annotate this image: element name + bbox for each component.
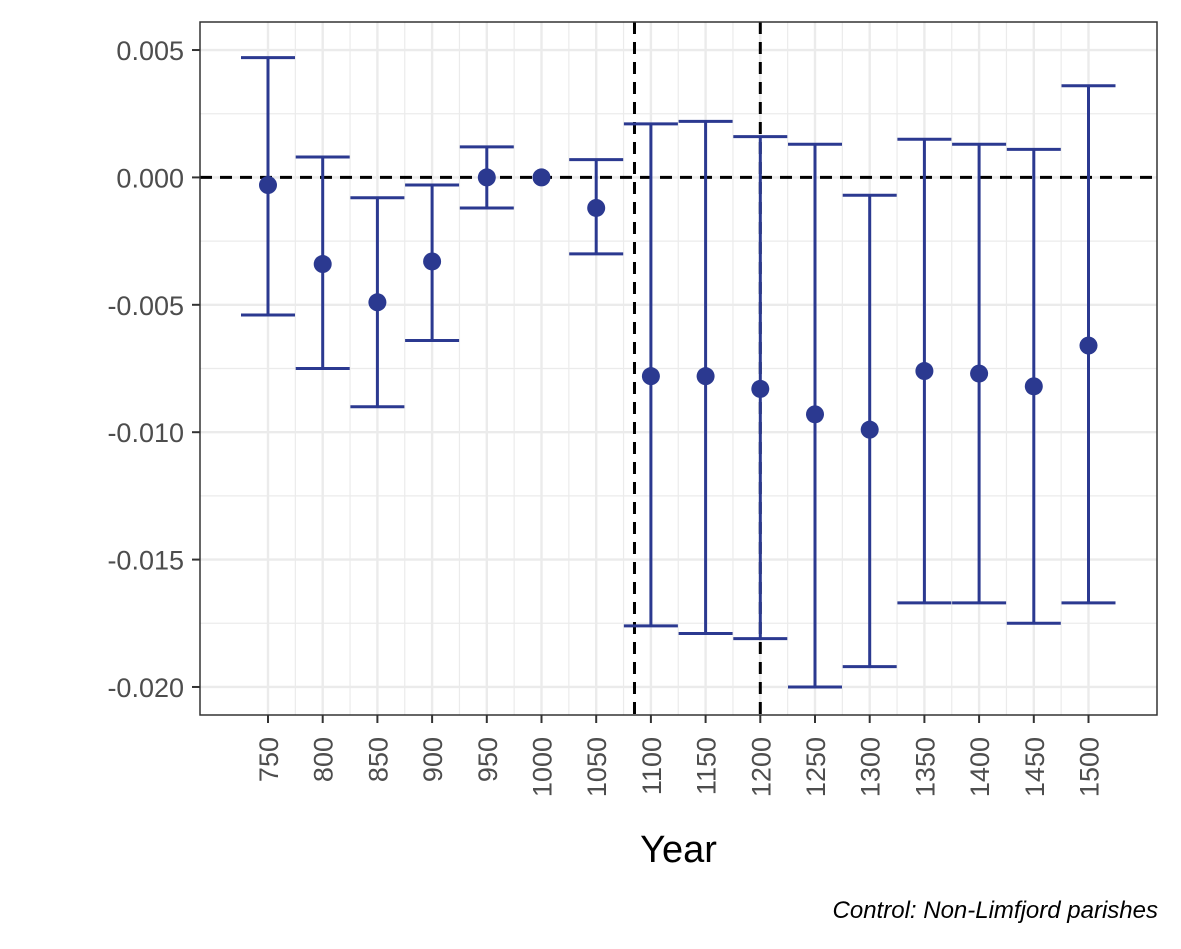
- y-tick-label: -0.020: [107, 673, 184, 703]
- x-tick-label: 750: [254, 737, 284, 782]
- panel-border: [199, 21, 1158, 716]
- estimate-point: [1024, 377, 1043, 396]
- estimate-point: [641, 367, 660, 386]
- estimate-point: [313, 255, 332, 274]
- x-tick-label: 800: [309, 737, 339, 782]
- x-tick-label: 1100: [637, 737, 667, 795]
- estimate-point: [806, 405, 824, 424]
- x-axis-title: Year: [640, 829, 717, 871]
- chart-caption: Control: Non-Limfjord parishes: [833, 897, 1158, 924]
- x-tick-label: 1450: [1020, 737, 1050, 797]
- estimate-point: [423, 252, 442, 271]
- x-tick-label: 1500: [1075, 737, 1105, 797]
- x-tick-label: 900: [418, 737, 448, 782]
- estimate-point: [696, 367, 715, 386]
- y-tick-label: -0.015: [107, 546, 184, 576]
- x-tick-label: 1350: [910, 737, 940, 797]
- estimate-point: [751, 379, 770, 398]
- estimate-point: [1079, 336, 1098, 355]
- estimate-point: [970, 364, 989, 383]
- y-tick-label: -0.005: [107, 291, 184, 321]
- x-tick-label: 1200: [746, 737, 776, 797]
- estimate-point: [860, 420, 879, 439]
- estimate-point: [259, 176, 277, 195]
- y-axis: 0.005 0.000 -0.005 -0.010 -0.015 -0.020: [107, 36, 200, 703]
- x-tick-label: 1050: [582, 737, 612, 797]
- y-tick-label: -0.010: [107, 418, 184, 448]
- estimate-point: [368, 293, 387, 312]
- y-tick-label: 0.005: [116, 36, 184, 66]
- estimate-point: [587, 198, 606, 217]
- y-tick-label: 0.000: [116, 163, 184, 193]
- x-tick-label: 1000: [528, 737, 558, 797]
- x-tick-label: 1250: [801, 737, 831, 797]
- x-tick-label: 1400: [965, 737, 995, 797]
- x-axis: 750 800 850 900 950 1000 1050 1100 1150 1200 1250 1…: [254, 715, 1105, 797]
- estimate-point: [477, 168, 496, 187]
- estimate-point: [915, 362, 934, 381]
- estimate-points: [259, 168, 1098, 439]
- x-tick-label: 850: [363, 737, 393, 782]
- estimate-point: [532, 168, 551, 187]
- x-tick-label: 950: [473, 737, 503, 782]
- grid-minor: [200, 22, 1157, 715]
- x-tick-label: 1300: [856, 737, 886, 797]
- x-tick-label: 1150: [692, 737, 722, 795]
